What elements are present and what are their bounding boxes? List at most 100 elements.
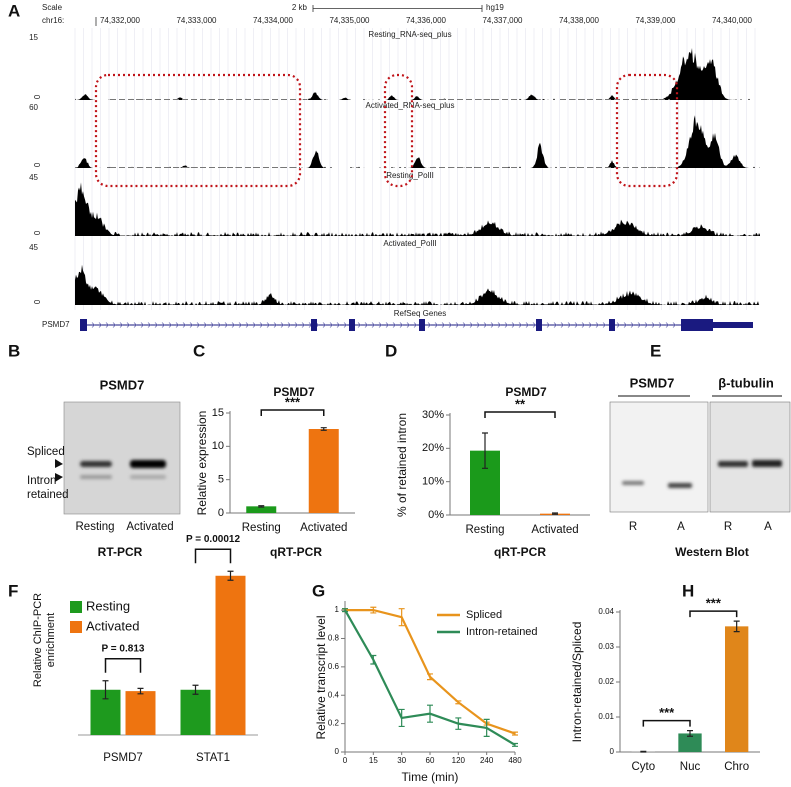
x-tick-label: 30 xyxy=(397,756,406,765)
error-bar xyxy=(427,673,433,681)
track-max: 45 xyxy=(29,173,38,182)
significance-label: P = 0.813 xyxy=(102,643,145,654)
significance-label: *** xyxy=(659,705,675,720)
error-bar xyxy=(512,742,518,747)
x-tick-label: Activated xyxy=(531,524,578,536)
position-label: 74,333,000 xyxy=(176,16,217,25)
legend-label: Intron-retained xyxy=(466,626,538,638)
significance-bracket xyxy=(260,409,325,416)
y-tick-label: 0.04 xyxy=(598,607,614,616)
blot-image xyxy=(709,401,791,513)
x-tick-label: Resting xyxy=(242,522,281,534)
exon xyxy=(536,319,542,331)
panel-label: B xyxy=(8,341,20,360)
gene-name: PSMD7 xyxy=(42,320,70,329)
exon xyxy=(311,319,317,331)
y-tick-label: 30% xyxy=(422,409,444,421)
scale-label: Scale xyxy=(42,3,63,12)
legend-label: Spliced xyxy=(466,609,502,621)
exon xyxy=(609,319,615,331)
track-name: Activated_RNA-seq_plus xyxy=(366,101,455,110)
band-arrow xyxy=(55,473,63,482)
y-axis-label: Relative expression xyxy=(195,411,209,516)
blot-title: PSMD7 xyxy=(630,375,675,390)
significance-label: ** xyxy=(515,396,526,411)
error-bar xyxy=(512,731,518,736)
blot-band xyxy=(622,481,644,485)
track-min: 0 xyxy=(32,300,41,305)
lane-label: Activated xyxy=(126,521,173,533)
x-tick-label: 15 xyxy=(369,756,378,765)
x-axis-label: Time (min) xyxy=(402,770,459,784)
utr xyxy=(713,322,753,328)
y-tick-label: 0.6 xyxy=(328,662,340,671)
y-tick-label: 0% xyxy=(428,509,444,521)
track-max: 60 xyxy=(29,103,38,112)
gel-image xyxy=(63,401,181,515)
bar xyxy=(180,689,211,735)
track-min: 0 xyxy=(32,231,41,236)
panel-label: A xyxy=(8,1,20,20)
significance-bracket xyxy=(484,411,556,418)
error-bar xyxy=(320,427,327,431)
significance-label: *** xyxy=(285,394,301,409)
blot-caption: Western Blot xyxy=(675,545,749,559)
track-min: 0 xyxy=(32,163,41,168)
error-bar xyxy=(102,680,109,700)
gene-track-label: RefSeq Genes xyxy=(394,309,446,318)
exon xyxy=(349,319,355,331)
significance-bracket xyxy=(642,719,691,727)
exon xyxy=(681,319,713,331)
bar xyxy=(246,506,277,513)
blot-title: β-tubulin xyxy=(718,375,774,390)
lane-label: A xyxy=(764,521,772,533)
significance-label: P = 0.00012 xyxy=(186,534,240,545)
significance-bracket xyxy=(104,657,142,673)
blot-band xyxy=(668,483,692,488)
blot-image xyxy=(609,401,709,513)
y-tick-label: 0.02 xyxy=(598,677,614,686)
error-bar xyxy=(687,730,693,737)
x-tick-label: Nuc xyxy=(680,761,701,773)
gel-band xyxy=(130,475,166,479)
scale-text: 2 kb xyxy=(292,3,308,12)
lane-label: A xyxy=(677,521,685,533)
bar xyxy=(308,429,339,513)
y-tick-label: 0.03 xyxy=(598,642,614,651)
track-min: 0 xyxy=(32,95,41,100)
error-bar xyxy=(370,606,377,614)
legend-label: Resting xyxy=(86,598,130,613)
x-tick-label: PSMD7 xyxy=(103,752,143,764)
position-label: 74,334,000 xyxy=(253,16,294,25)
y-axis-label: Intron-retained/Spliced xyxy=(570,622,584,743)
track-name: Resting_RNA-seq_plus xyxy=(368,30,451,39)
panel-label: F xyxy=(8,581,18,600)
y-axis-label: % of retained intron xyxy=(395,413,409,517)
highlight-box xyxy=(94,73,302,188)
x-tick-label: 480 xyxy=(508,756,522,765)
panel-label: C xyxy=(193,341,205,360)
y-tick-label: 0.01 xyxy=(598,712,614,721)
band-label: Intron xyxy=(27,475,56,487)
error-bar xyxy=(258,505,265,508)
position-label: 74,338,000 xyxy=(559,16,600,25)
error-bar xyxy=(427,704,433,723)
panel-label: D xyxy=(385,341,397,360)
y-axis-label: enrichment xyxy=(45,613,57,667)
exon xyxy=(419,319,425,331)
position-label: 74,332,000 xyxy=(100,16,141,25)
position-label: 74,336,000 xyxy=(406,16,447,25)
gel-band xyxy=(80,461,112,467)
panel-label: E xyxy=(650,341,661,360)
blot-band xyxy=(752,460,782,467)
significance-bracket xyxy=(689,610,738,618)
error-bar xyxy=(398,608,405,627)
track-signal xyxy=(75,47,760,100)
position-label: 74,339,000 xyxy=(635,16,676,25)
x-tick-label: 0 xyxy=(343,756,348,765)
y-axis-label: Relative transcript level xyxy=(314,615,328,739)
error-bar xyxy=(455,700,462,705)
legend-label: Activated xyxy=(86,618,139,633)
lane-label: R xyxy=(724,521,732,533)
